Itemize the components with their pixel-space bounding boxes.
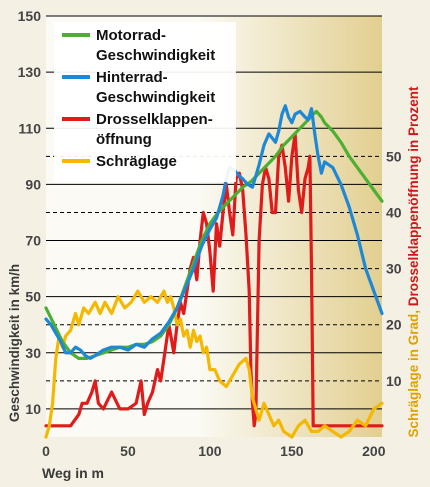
y-right-tick-label: 40 bbox=[386, 204, 402, 220]
legend-label-drossel: Drosselklappen-öffnung bbox=[96, 111, 213, 148]
x-tick-label: 0 bbox=[42, 443, 50, 459]
legend: Motorrad- Geschwindigkeit Hinterrad- Geschw… bbox=[54, 22, 236, 182]
y-right-tick-label: 30 bbox=[386, 261, 402, 277]
legend-label-line: Motorrad- bbox=[96, 27, 166, 44]
legend-label-line: Drosselklappen- bbox=[96, 111, 213, 128]
legend-box bbox=[54, 22, 236, 182]
y-left-tick-label: 130 bbox=[18, 64, 42, 80]
series-line-drossel bbox=[44, 132, 384, 428]
legend-label-line: Geschwindigkeit bbox=[96, 47, 215, 64]
y-right-tick-label: 50 bbox=[386, 148, 402, 164]
y-left-tick-label: 30 bbox=[25, 345, 41, 361]
legend-label-motorrad: Motorrad- Geschwindigkeit bbox=[96, 27, 215, 64]
series-line-schraeglage bbox=[44, 289, 384, 439]
x-tick-label: 100 bbox=[198, 443, 222, 459]
legend-label-line: Schräglage bbox=[96, 153, 177, 170]
y-right-tick-label: 20 bbox=[386, 317, 402, 333]
legend-label-line: Hinterrad- bbox=[96, 69, 168, 86]
x-tick-label: 200 bbox=[362, 443, 386, 459]
y-left-tick-label: 150 bbox=[18, 8, 42, 24]
y-axis-label-right-suffix: Drosselklappenöffnung in Prozent bbox=[406, 86, 421, 306]
legend-label-line: öffnung bbox=[96, 131, 152, 148]
legend-label-line: Geschwindigkeit bbox=[96, 89, 215, 106]
x-axis-label: Weg in m bbox=[42, 465, 104, 481]
y-left-tick-label: 70 bbox=[25, 233, 41, 249]
axes: 10 30 50 70 90 110 130 150 10 20 30 40 50 0 50 100 150 20… bbox=[18, 8, 402, 459]
legend-label-schraeglage: Schräglage bbox=[96, 153, 177, 170]
y-right-tick-label: 10 bbox=[386, 373, 402, 389]
y-left-tick-label: 110 bbox=[18, 120, 41, 136]
y-left-tick-label: 10 bbox=[25, 401, 41, 417]
legend-label-hinterrad: Hinterrad- Geschwindigkeit bbox=[96, 69, 215, 106]
y-axis-label-right-prefix: Schräglage in Grad, bbox=[406, 306, 421, 437]
x-tick-label: 50 bbox=[120, 443, 136, 459]
series-line-motorrad bbox=[44, 109, 384, 360]
y-axis-label-left: Geschwindigkeit in km/h bbox=[7, 264, 22, 422]
y-left-tick-label: 90 bbox=[25, 176, 41, 192]
x-tick-label: 150 bbox=[280, 443, 304, 459]
y-left-tick-label: 50 bbox=[25, 289, 41, 305]
y-axis-label-right: Schräglage in Grad, Drosselklappenöffnun… bbox=[406, 86, 421, 438]
